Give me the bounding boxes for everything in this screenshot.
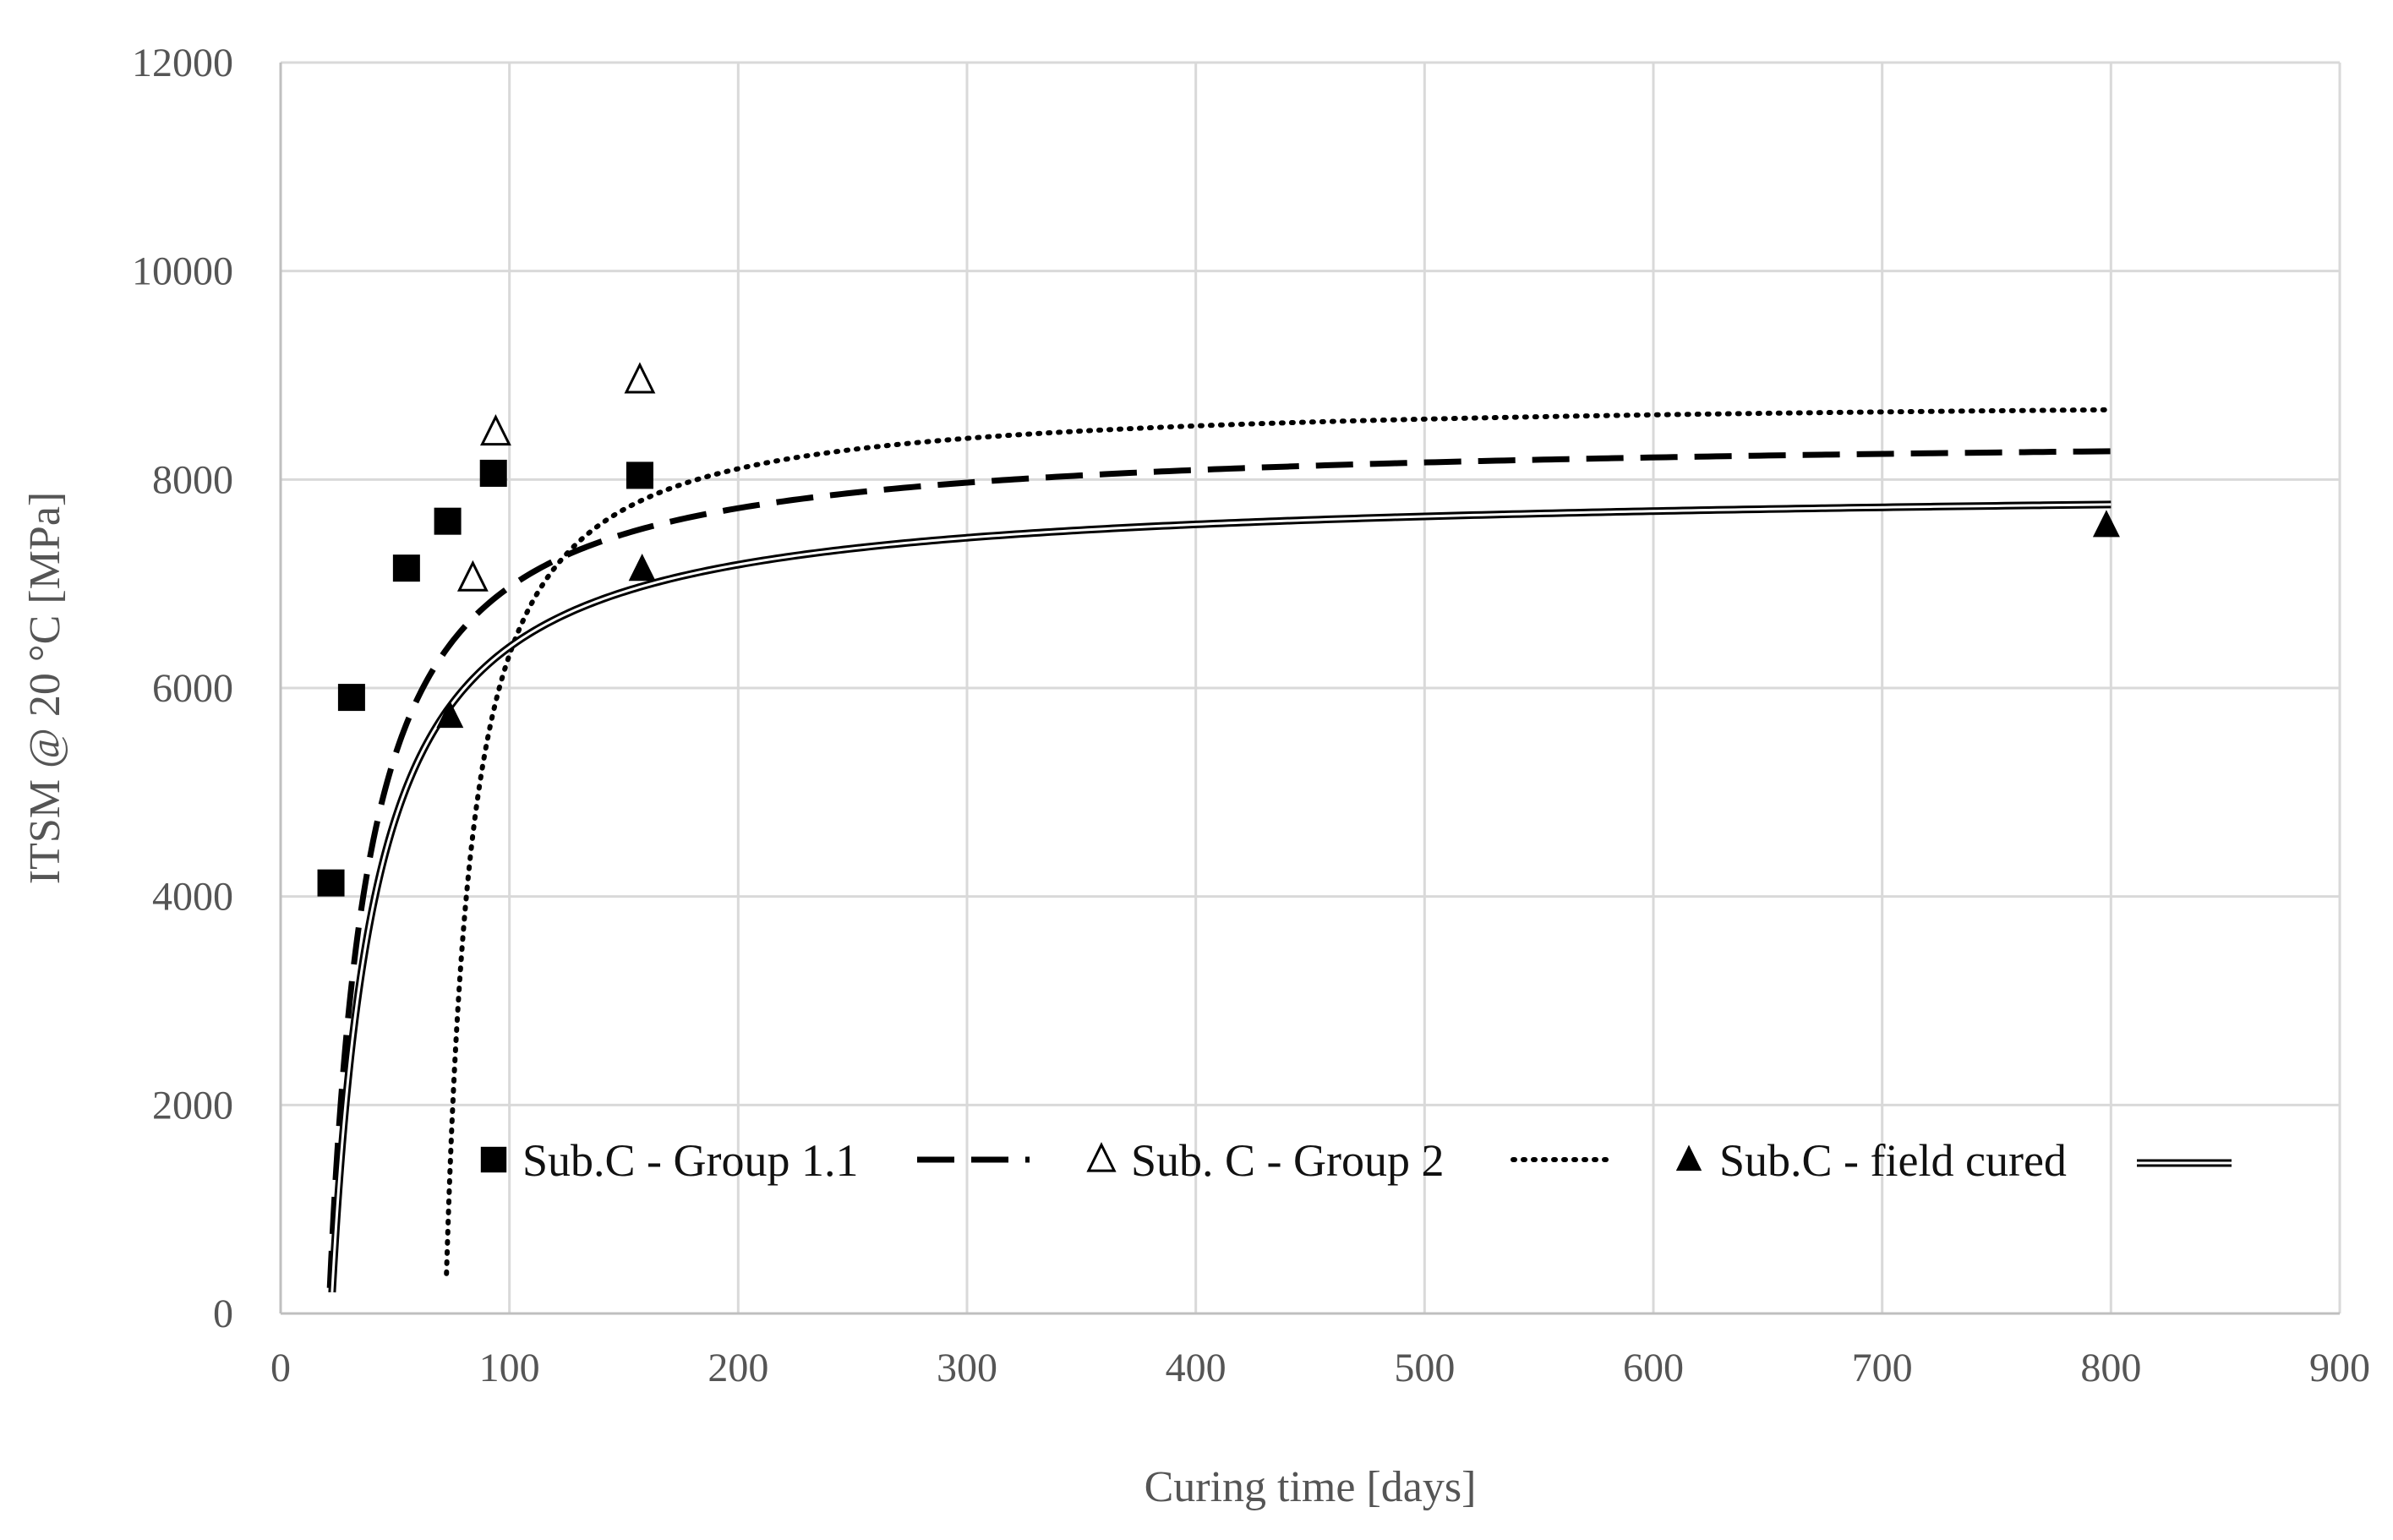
x-tick-label: 500: [1394, 1346, 1455, 1390]
data-point-series-0: [626, 461, 653, 489]
data-point-series-2: [436, 700, 464, 729]
trend-line-series-1: [444, 407, 2114, 1276]
y-tick-label: 12000: [132, 41, 233, 85]
data-point-series-2: [628, 554, 656, 582]
data-point-series-0: [392, 554, 420, 582]
legend-marker: [1675, 1144, 1702, 1171]
legend: Sub.C - Group 1.1 Sub. C - Group 2 Sub.C -…: [480, 1135, 2232, 1186]
x-tick-label: 400: [1166, 1346, 1227, 1390]
legend-marker: [1086, 1142, 1117, 1172]
data-point-series-1: [456, 560, 489, 592]
tick-labels: 0 100 200 300 400 500 600 700 800 900 0 2000 4000 600…: [132, 41, 2370, 1390]
legend-label: Sub.C - field cured: [1719, 1135, 2067, 1186]
x-tick-label: 600: [1623, 1346, 1684, 1390]
y-tick-label: 10000: [132, 249, 233, 294]
trend-line-series-0: [326, 448, 2112, 1289]
data-point-series-1: [480, 414, 511, 446]
data-point-series-1: [624, 362, 656, 394]
data-point-series-0: [337, 684, 365, 712]
axes: [279, 63, 2340, 1315]
trend-line-inner-series-2: [331, 503, 2112, 1292]
y-tick-label: 0: [213, 1292, 233, 1336]
y-tick-label: 8000: [152, 457, 233, 502]
grid: [281, 61, 2341, 1313]
legend-label: Sub. C - Group 2: [1131, 1135, 1445, 1186]
data-point-series-0: [479, 459, 507, 487]
x-tick-label: 0: [270, 1346, 291, 1390]
y-axis-title: ITSM @ 20 °C [MPa]: [21, 492, 69, 884]
x-tick-label: 300: [937, 1346, 997, 1390]
y-tick-label: 4000: [152, 875, 233, 920]
data-point-series-0: [434, 507, 462, 535]
y-tick-label: 2000: [152, 1083, 233, 1128]
trend-lines: [326, 407, 2114, 1293]
data-point-series-2: [2092, 510, 2120, 538]
x-tick-label: 800: [2080, 1346, 2141, 1390]
x-tick-label: 900: [2309, 1346, 2370, 1390]
data-point-series-0: [317, 869, 345, 897]
x-tick-label: 700: [1852, 1346, 1913, 1390]
y-tick-label: 6000: [152, 666, 233, 711]
data-markers: [317, 362, 2120, 897]
x-tick-label: 100: [479, 1346, 540, 1390]
legend-label: Sub.C - Group 1.1: [522, 1135, 859, 1186]
x-tick-label: 200: [708, 1346, 768, 1390]
legend-marker: [480, 1146, 507, 1173]
x-axis-title: Curing time [days]: [1145, 1463, 1477, 1511]
